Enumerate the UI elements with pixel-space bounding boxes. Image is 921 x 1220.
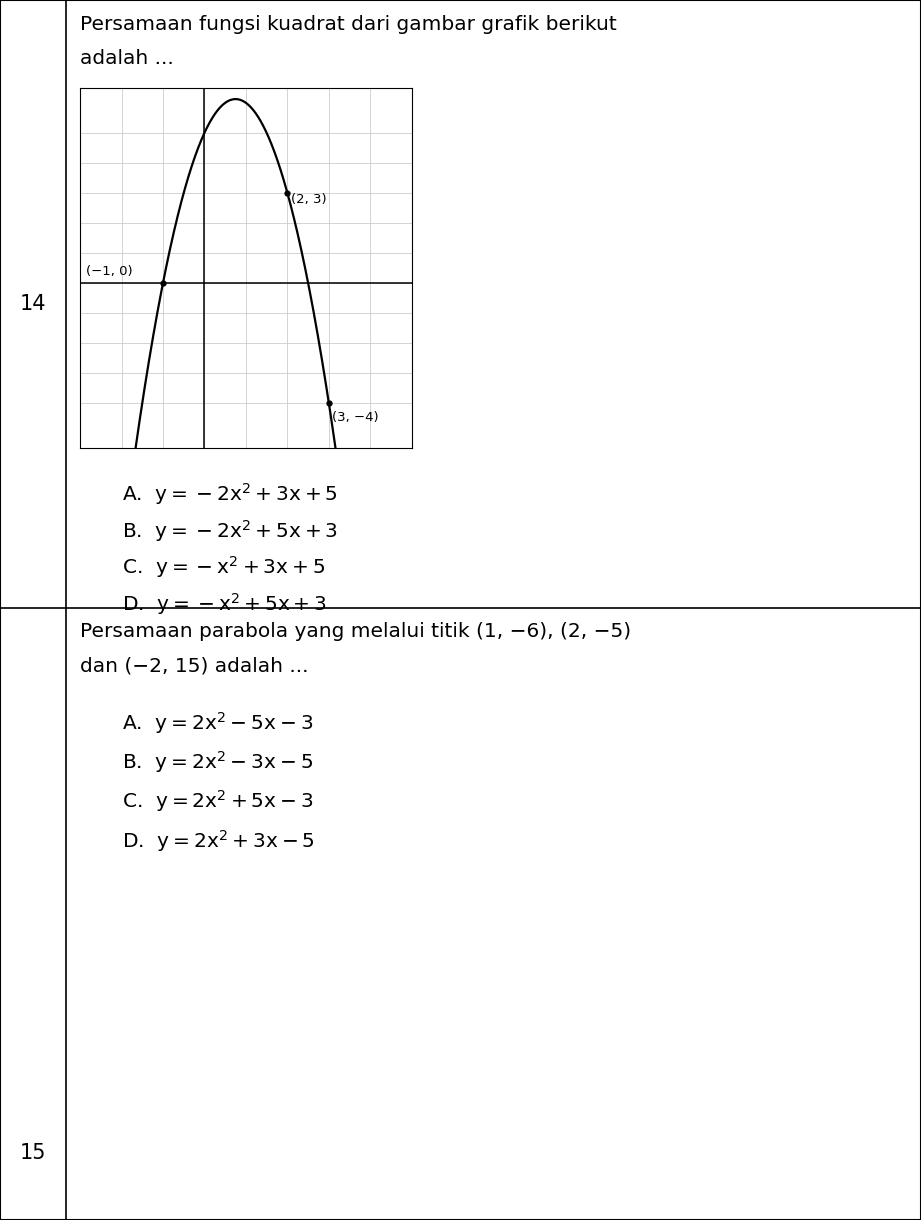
Text: (2, 3): (2, 3) <box>291 193 326 206</box>
Text: A.  $\mathregular{y = 2x^{2} - 5x - 3}$: A. $\mathregular{y = 2x^{2} - 5x - 3}$ <box>122 710 313 737</box>
Text: (−1, 0): (−1, 0) <box>87 265 133 278</box>
Text: B.  $\mathregular{y = -2x^{2} + 5x + 3}$: B. $\mathregular{y = -2x^{2} + 5x + 3}$ <box>122 517 338 544</box>
Text: Persamaan fungsi kuadrat dari gambar grafik berikut: Persamaan fungsi kuadrat dari gambar gra… <box>80 15 617 34</box>
Text: C.  $\mathregular{y = -x^{2} + 3x + 5}$: C. $\mathregular{y = -x^{2} + 3x + 5}$ <box>122 554 325 581</box>
Text: dan (−2, 15) adalah ...: dan (−2, 15) adalah ... <box>80 656 309 676</box>
Text: A.  $\mathregular{y = -2x^{2} + 3x + 5}$: A. $\mathregular{y = -2x^{2} + 3x + 5}$ <box>122 481 337 508</box>
Text: D.  $\mathregular{y = -x^{2} + 5x + 3}$: D. $\mathregular{y = -x^{2} + 5x + 3}$ <box>122 590 326 617</box>
Text: (3, −4): (3, −4) <box>332 411 379 423</box>
Text: 14: 14 <box>20 294 46 314</box>
Text: adalah ...: adalah ... <box>80 49 174 68</box>
Text: C.  $\mathregular{y = 2x^{2} + 5x - 3}$: C. $\mathregular{y = 2x^{2} + 5x - 3}$ <box>122 788 313 815</box>
Text: D.  $\mathregular{y = 2x^{2} + 3x - 5}$: D. $\mathregular{y = 2x^{2} + 3x - 5}$ <box>122 827 314 854</box>
Text: 15: 15 <box>20 1143 46 1163</box>
Text: Persamaan parabola yang melalui titik (1, −6), (2, −5): Persamaan parabola yang melalui titik (1… <box>80 622 631 642</box>
Text: B.  $\mathregular{y = 2x^{2} - 3x - 5}$: B. $\mathregular{y = 2x^{2} - 3x - 5}$ <box>122 749 313 776</box>
